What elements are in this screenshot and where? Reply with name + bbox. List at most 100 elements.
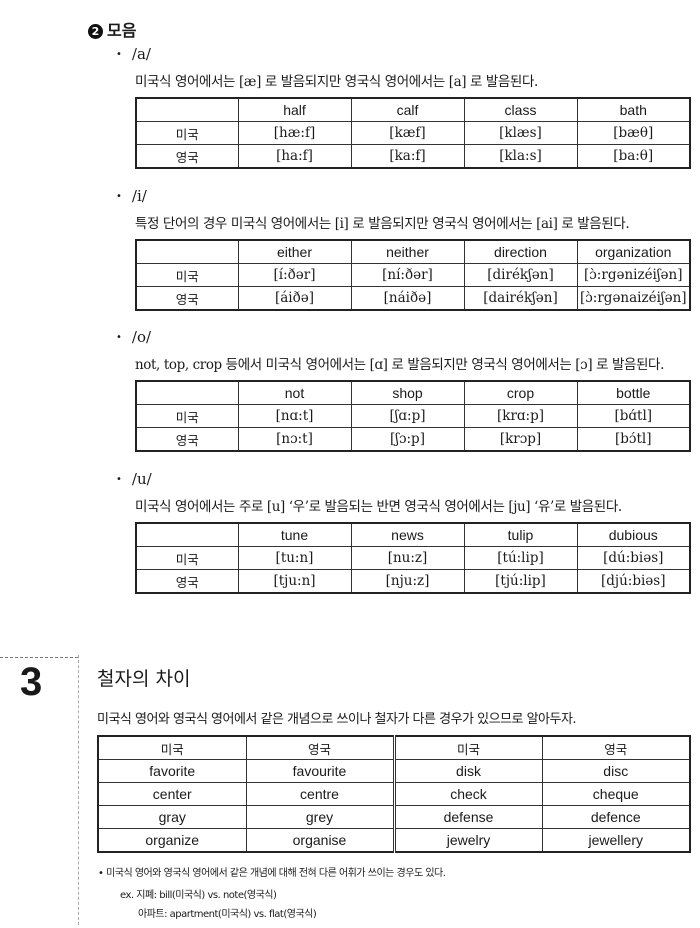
word-cell: bottle (576, 380, 691, 405)
cell: jewellery (541, 828, 691, 853)
cell: favourite (245, 759, 396, 783)
word-cell: not (237, 380, 352, 405)
table-row: 영국 [áiðə] [náiðə] [dairékʃən] [ɔ̀:rgənaizéiʃ… (135, 286, 691, 311)
pronunciation-cell: [nɑ:t] (237, 404, 352, 428)
table-row: 영국 [tju:n] [nju:z] [tjú:lip] [djú:biəs] (135, 569, 691, 594)
pronunciation-cell: [ha:f] (237, 144, 352, 169)
pronunciation-cell: [dairékʃən] (463, 286, 578, 311)
word-cell: tune (237, 522, 352, 547)
table-row: 영국 [nɔ:t] [ʃɔ:p] [krɔp] [bɔ́tl] (135, 427, 691, 452)
cell: disk (393, 759, 543, 783)
table-row: 미국 [tu:n] [nu:z] [tú:lip] [dú:biəs] (135, 546, 691, 570)
word-cell: shop (350, 380, 465, 405)
vowel-label: /o/ (131, 328, 152, 346)
pronunciation-cell: [krɑ:p] (463, 404, 578, 428)
pronunciation-cell: [kæf] (350, 121, 465, 145)
cell: organise (245, 828, 396, 853)
pronunciation-cell: [í:ðər] (237, 263, 352, 287)
pronunciation-cell: [djú:biəs] (576, 569, 691, 594)
word-cell: news (350, 522, 465, 547)
row-label: 영국 (135, 286, 239, 311)
pronunciation-table: half calf class bath 미국 [hæ:f] [kæf] [klæs] [bæθ… (135, 97, 691, 169)
vowel-description: not, top, crop 등에서 미국식 영어에서는 [ɑ] 로 발음되지만… (135, 357, 664, 373)
table-header-row: either neither direction organization (135, 239, 691, 264)
vowel-description: 미국식 영어에서는 주로 [u] ‘우’로 발음되는 반면 영국식 영어에서는 … (135, 499, 622, 515)
pronunciation-cell: [bæθ] (576, 121, 691, 145)
example: 아파트: apartment(미국식) vs. flat(영국식) (138, 909, 317, 920)
word-cell: either (237, 239, 352, 264)
word-cell: tulip (463, 522, 578, 547)
vowel-bullet: • /i/ (116, 187, 147, 205)
empty-cell (135, 522, 239, 547)
table-row: 미국 [hæ:f] [kæf] [klæs] [bæθ] (135, 121, 691, 145)
vowel-bullet: • /u/ (116, 470, 152, 488)
pronunciation-table: not shop crop bottle 미국 [nɑ:t] [ʃɑ:p] [krɑ:p] [b… (135, 380, 691, 452)
section-title: 철자의 차이 (97, 668, 191, 690)
vowel-bullet: • /a/ (116, 45, 151, 63)
table-row: 미국 [í:ðər] [ní:ðər] [dirékʃən] [ɔ̀:rgənizéiʃ… (135, 263, 691, 287)
pronunciation-cell: [krɔp] (463, 427, 578, 452)
word-cell: neither (350, 239, 465, 264)
bullet-icon: • (116, 332, 122, 343)
pronunciation-cell: [áiðə] (237, 286, 352, 311)
table-row: 미국 [nɑ:t] [ʃɑ:p] [krɑ:p] [bɑ́tl] (135, 404, 691, 428)
word-cell: half (237, 97, 352, 122)
word-cell: class (463, 97, 578, 122)
cell: grey (245, 805, 396, 829)
pronunciation-cell: [tu:n] (237, 546, 352, 570)
pronunciation-table: tune news tulip dubious 미국 [tu:n] [nu:z] [tú:li… (135, 522, 691, 594)
vowel-label: /u/ (131, 470, 152, 488)
table-header-row: not shop crop bottle (135, 380, 691, 405)
empty-cell (135, 97, 239, 122)
word-cell: crop (463, 380, 578, 405)
cell: centre (245, 782, 396, 806)
cell: defence (541, 805, 691, 829)
pronunciation-cell: [dirékʃən] (463, 263, 578, 287)
row-label: 영국 (135, 427, 239, 452)
divider-vertical (78, 655, 79, 925)
row-label: 영국 (135, 569, 239, 594)
section-description: 미국식 영어와 영국식 영어에서 같은 개념으로 쓰이나 철자가 다른 경우가 … (97, 712, 577, 727)
header-cell: 미국 (393, 735, 543, 760)
table-row: organize organise jewelry jewellery (97, 828, 691, 853)
word-cell: direction (463, 239, 578, 264)
cell: center (97, 782, 247, 806)
row-label: 미국 (135, 121, 239, 145)
table-row: gray grey defense defence (97, 805, 691, 829)
section-number: 3 (20, 660, 43, 704)
vowel-bullet: • /o/ (116, 328, 151, 346)
heading-text: 모음 (107, 21, 137, 40)
pronunciation-cell: [bɑ́tl] (576, 404, 691, 428)
pronunciation-cell: [kla:s] (463, 144, 578, 169)
row-label: 미국 (135, 546, 239, 570)
pronunciation-cell: [hæ:f] (237, 121, 352, 145)
pronunciation-cell: [tju:n] (237, 569, 352, 594)
header-cell: 미국 (97, 735, 247, 760)
circled-number-icon: 2 (88, 24, 103, 39)
pronunciation-cell: [ba:θ] (576, 144, 691, 169)
note: • 미국식 영어와 영국식 영어에서 같은 개념에 대해 전혀 다른 어휘가 쓰… (98, 868, 446, 879)
pronunciation-cell: [ɔ̀:rgənizéiʃən] (576, 263, 691, 287)
cell: gray (97, 805, 247, 829)
pronunciation-cell: [tú:lip] (463, 546, 578, 570)
empty-cell (135, 380, 239, 405)
pronunciation-cell: [ní:ðər] (350, 263, 465, 287)
pronunciation-cell: [tjú:lip] (463, 569, 578, 594)
table-header-row: half calf class bath (135, 97, 691, 122)
empty-cell (135, 239, 239, 264)
row-label: 미국 (135, 404, 239, 428)
header-cell: 영국 (541, 735, 691, 760)
word-cell: calf (350, 97, 465, 122)
row-label: 영국 (135, 144, 239, 169)
cell: check (393, 782, 543, 806)
table-header-row: 미국 영국 미국 영국 (97, 735, 691, 760)
vowel-description: 특정 단어의 경우 미국식 영어에서는 [i] 로 발음되지만 영국식 영어에서… (135, 216, 630, 232)
pronunciation-cell: [nɔ:t] (237, 427, 352, 452)
section-heading-vowels: 2 모음 (88, 17, 136, 41)
word-cell: bath (576, 97, 691, 122)
vowel-label: /i/ (131, 187, 147, 205)
vowel-label: /a/ (131, 45, 151, 63)
pronunciation-cell: [dú:biəs] (576, 546, 691, 570)
bullet-icon: • (116, 49, 122, 60)
cell: jewelry (393, 828, 543, 853)
